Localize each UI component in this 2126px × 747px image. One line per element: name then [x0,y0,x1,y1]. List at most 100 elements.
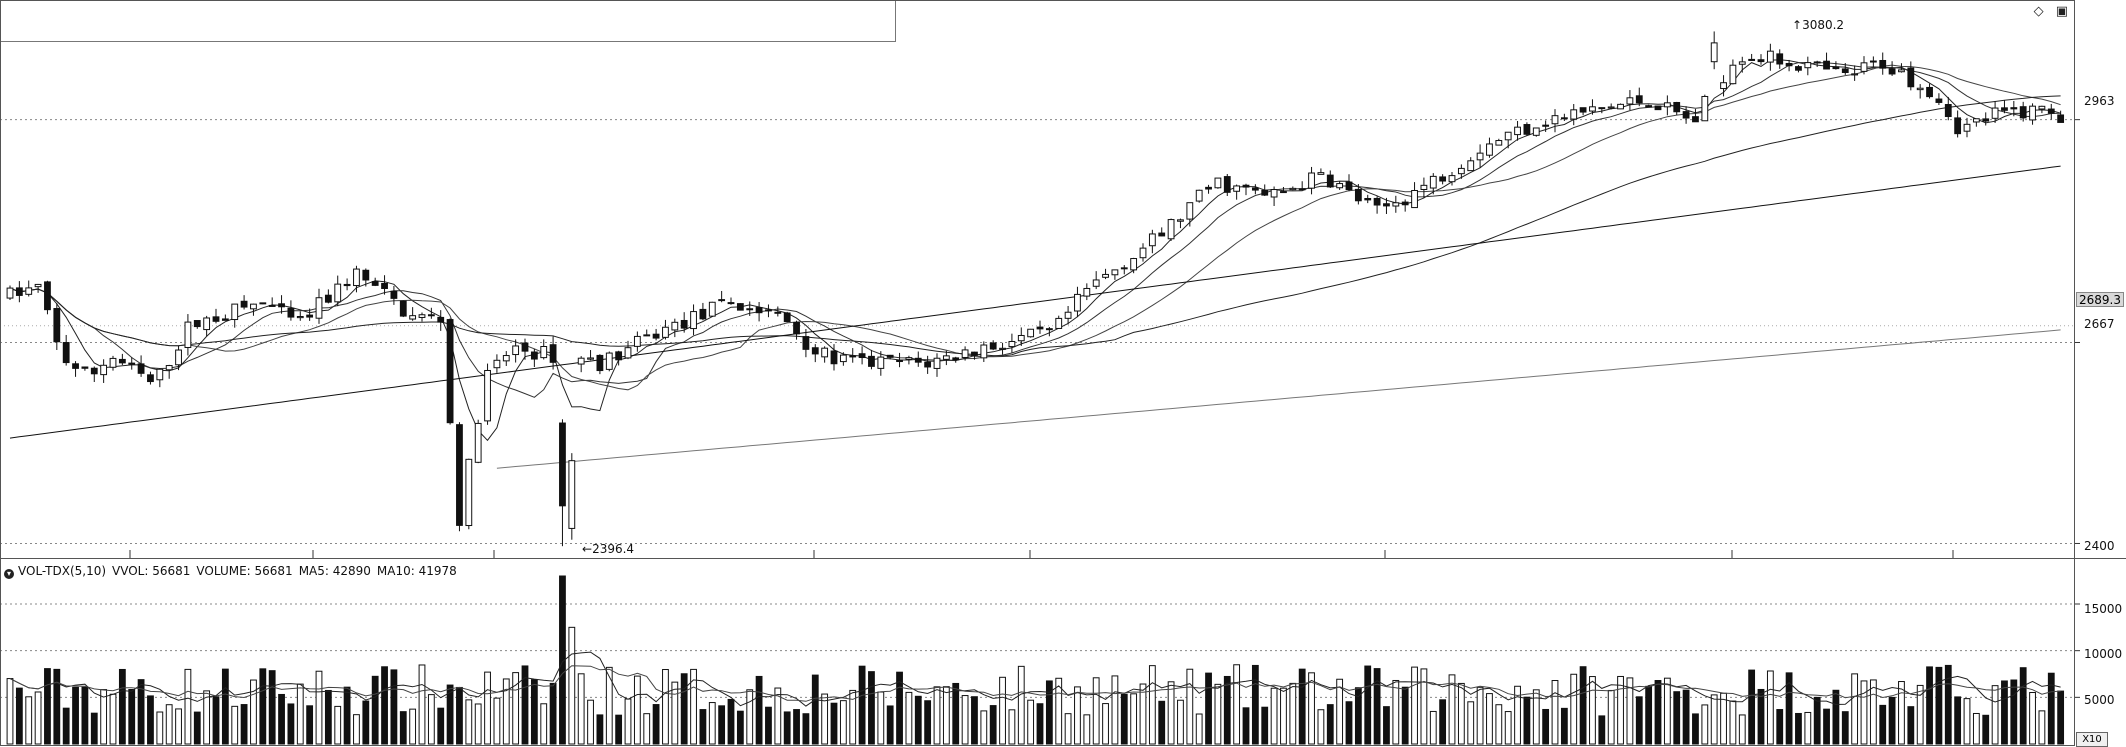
candle-body [175,349,182,366]
candle-body [1345,181,1353,191]
price-tick-2667: 2667 [2084,317,2115,331]
volume-bar [1776,709,1784,745]
volume-bar [324,689,332,745]
volume-bar [1701,704,1709,745]
volume-bar [1663,677,1671,745]
candle-body [587,357,594,360]
candle-body [699,308,707,320]
chart-frame [0,0,2075,746]
candle-body [427,314,435,317]
candle-body [362,269,370,281]
candle-body [184,321,192,348]
candle-body [502,355,510,362]
volume-bar [633,675,641,745]
volume-bar [1429,710,1437,745]
candle-body [371,281,379,286]
volume-bar [1055,677,1063,745]
volume-bar [1860,680,1868,745]
volume-bar [1972,712,1980,745]
volume-bar [849,689,857,745]
candle-body [1532,127,1540,136]
candle-body [690,311,697,330]
volume-bar [2010,679,2018,745]
candle-body [568,460,576,529]
candle-body [147,374,154,383]
candle-body [1738,61,1746,65]
candle-body [736,303,744,311]
candle-body [1457,167,1465,175]
volume-bar [118,668,126,745]
ma5-line [9,59,2061,442]
candle-body [1542,124,1550,127]
candle-body [615,351,623,361]
candle-body [886,354,894,358]
candle-body [1916,87,1924,91]
candle-body [559,422,566,507]
volume-bar [1148,665,1156,745]
candle-body [1195,189,1203,202]
volume-bar [184,668,192,745]
volume-bar [559,575,566,745]
volume-bar [765,706,772,745]
volume-bar [1823,708,1830,745]
volume-bar [212,696,220,745]
candle-body [1766,50,1774,63]
candle-body [259,302,267,305]
candle-body [1944,104,1952,118]
indicator-dot-icon[interactable]: ▾ [4,569,14,579]
candle-body [1429,175,1437,189]
candle-body [100,364,108,376]
candle-body [1354,188,1362,202]
indicator-header[interactable]: ▾ VOL-TDX(5,10) VVOL: 56681 VOLUME: 56681 MA… [4,564,463,579]
candle-body [1111,269,1119,276]
volume-bar [446,684,454,745]
volume-bar [1270,687,1278,745]
volume-bar [1542,708,1550,745]
volume-bar [1102,703,1109,745]
candle-body [1326,174,1334,188]
candle-body [643,334,651,337]
candle-body [1879,59,1887,69]
current-price-tag: 2689.3 [2076,292,2124,307]
candle-body [1242,184,1250,188]
volume-bar [933,686,941,745]
volume-bar [905,691,913,745]
volume-bar [1186,668,1194,745]
volume-bar [1795,712,1802,745]
volume-bar [100,689,108,745]
candle-body [896,359,903,363]
candle-body [1102,273,1109,278]
volume-bar [1233,664,1241,745]
volume-bar [156,711,164,745]
window-icon[interactable]: ▣ [2055,4,2068,19]
volume-bar [1514,685,1521,745]
volume-bar [1785,672,1793,745]
indicator-ma10: MA10: 41978 [376,564,457,578]
volume-bar [1486,693,1493,745]
candle-body [1223,176,1231,193]
candle-body [1017,334,1025,342]
volume-bar [381,666,388,745]
volume-bar [793,709,800,745]
candle-body [1926,86,1933,98]
candle-body [802,336,810,350]
volume-bar [2001,680,2008,745]
volume-bar [390,669,398,745]
candle-body [53,308,61,343]
vol-ma10-line [9,665,2061,702]
candle-body [746,308,754,311]
candle-body [6,287,14,299]
volume-bar [615,714,623,745]
chart-title-tab[interactable] [0,0,896,42]
candle-body [1411,189,1418,209]
diamond-icon[interactable]: ◇ [2033,4,2044,19]
candle-body [671,321,679,331]
volume-scale-badge[interactable]: X10 [2076,732,2108,747]
candle-body [1233,185,1241,192]
candle-body [624,347,632,359]
volume-bar [708,702,716,745]
volume-bar [774,687,782,745]
candle-body [1795,66,1802,71]
candle-body [952,357,960,361]
